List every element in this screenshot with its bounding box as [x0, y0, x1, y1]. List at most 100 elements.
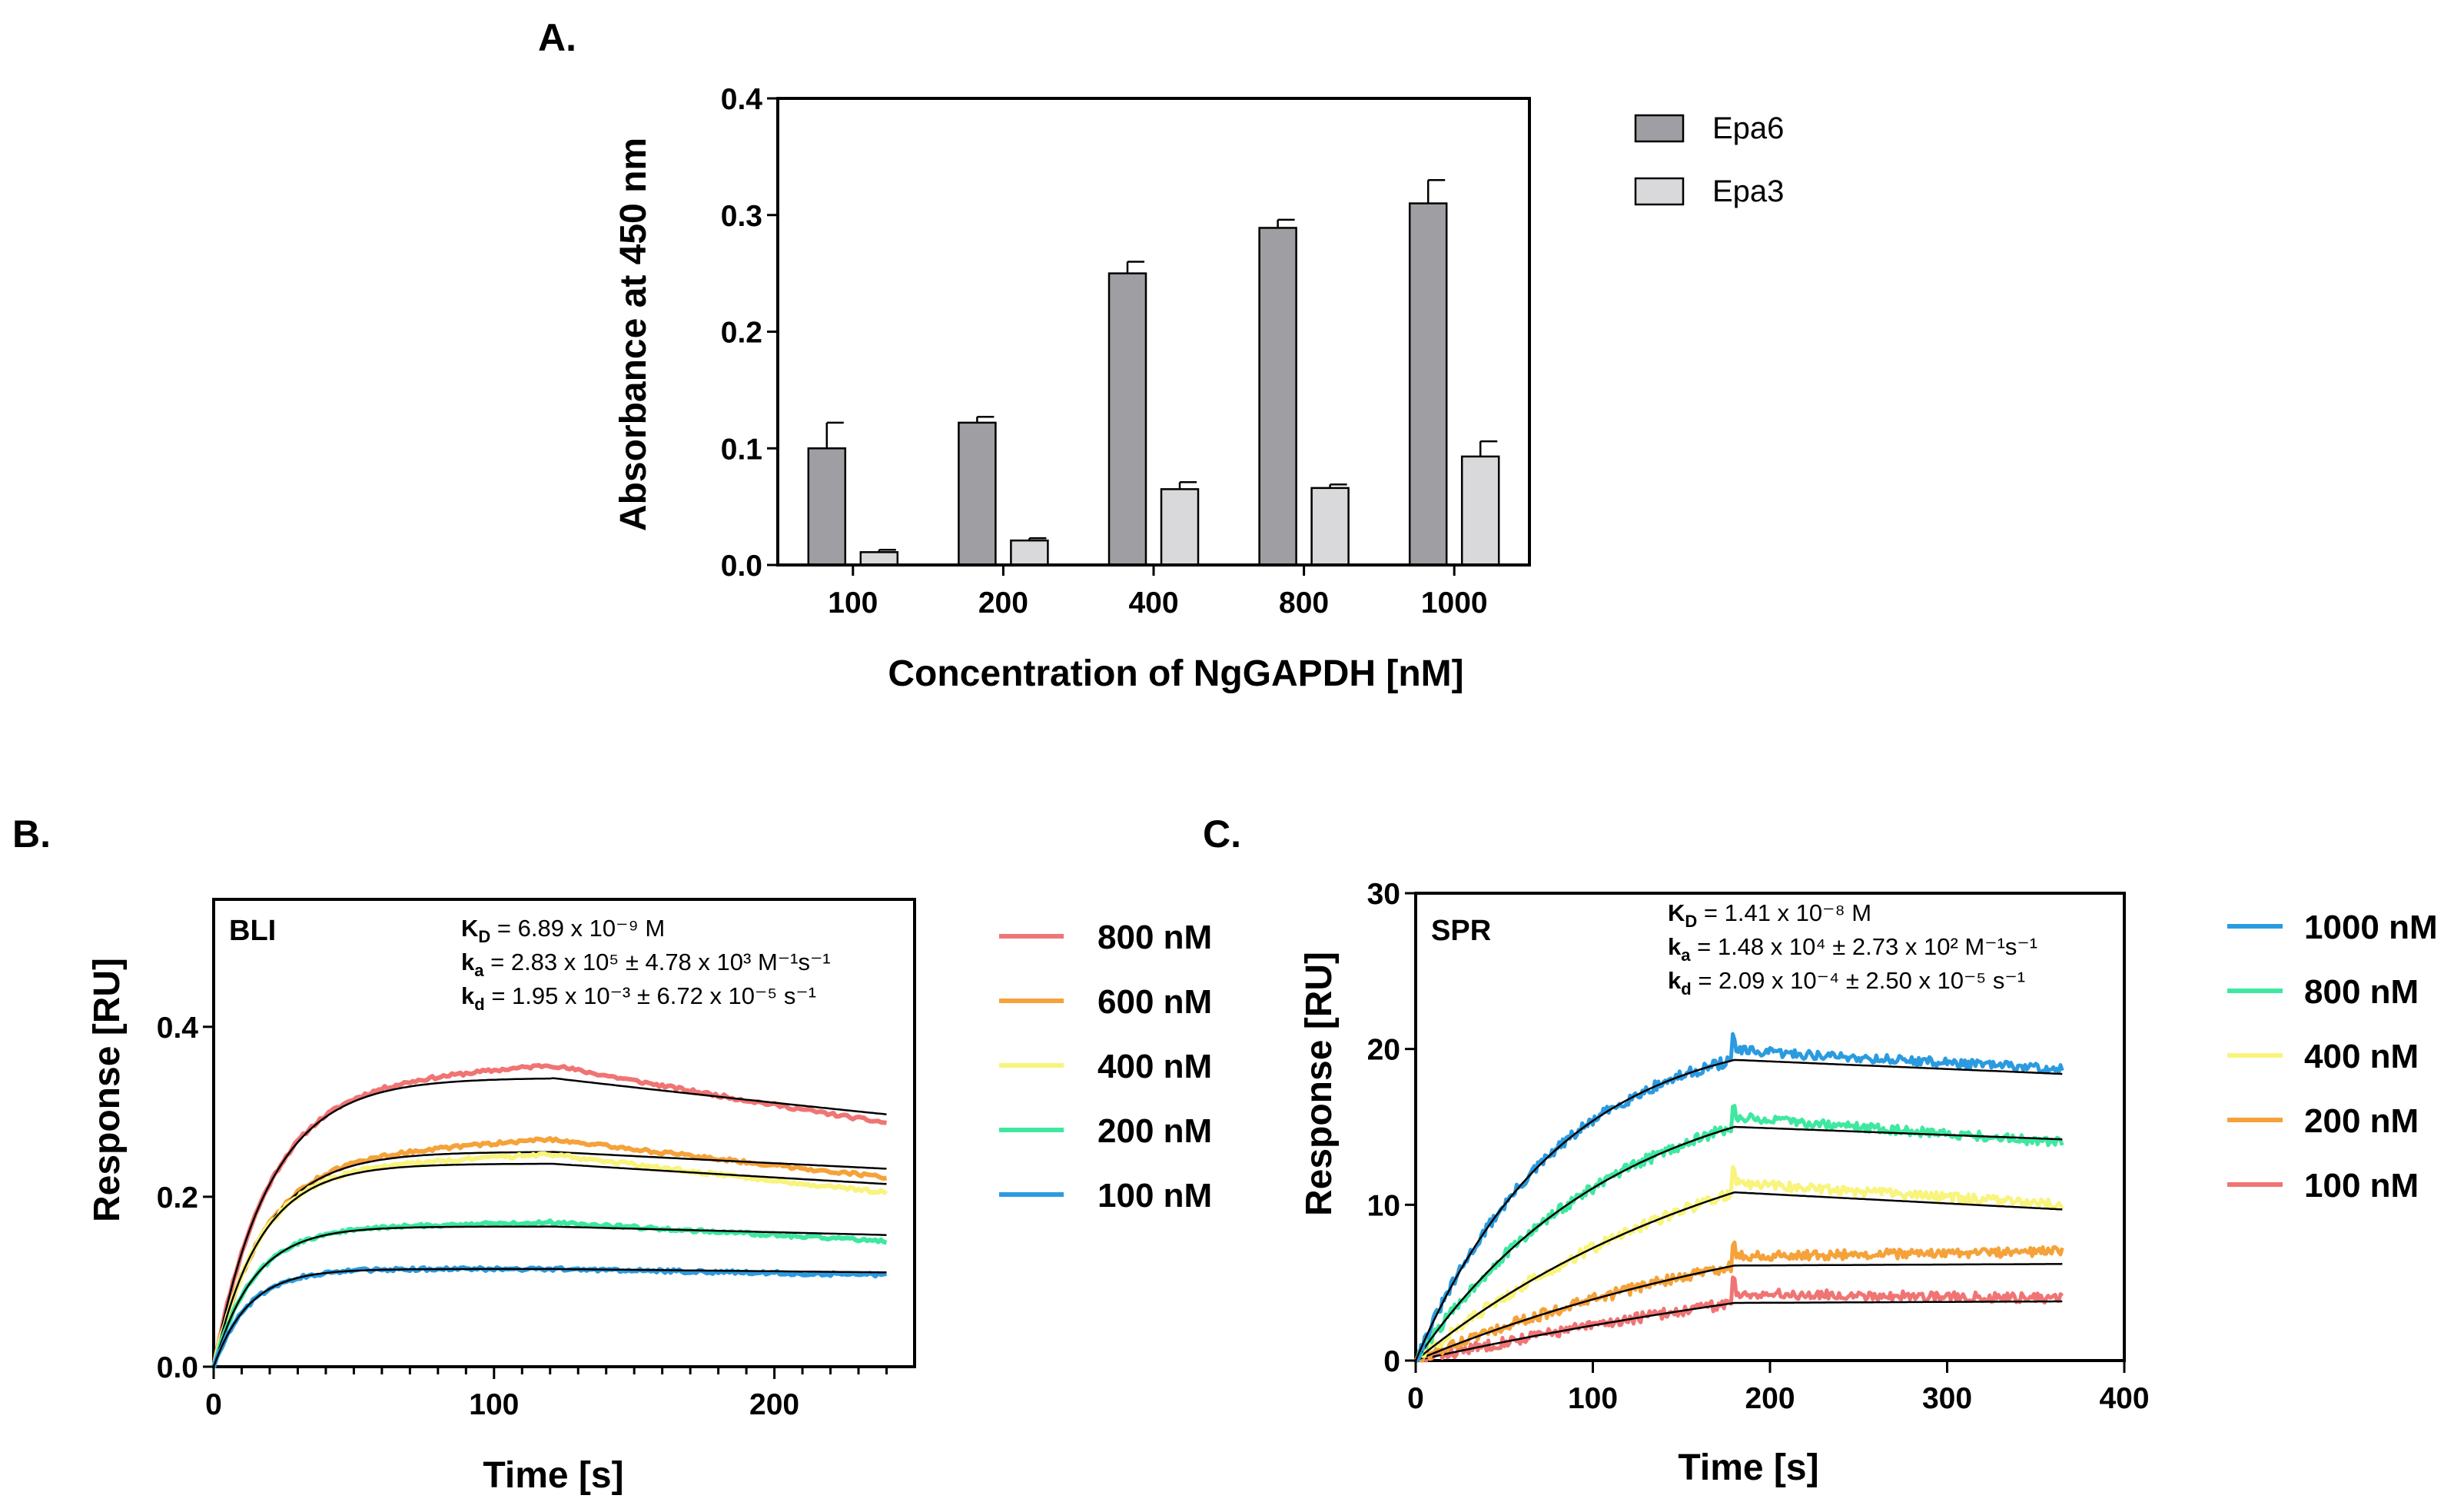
- legend-label-400-nm: 400 nM: [1098, 1048, 1212, 1085]
- panel-a-xlabel: Concentration of NgGAPDH [nM]: [888, 653, 1463, 694]
- legend-label-1000-nm: 1000 nM: [2304, 909, 2438, 946]
- fit-curve-1000-nm: [1414, 1058, 2063, 1361]
- panel-b-ylabel: Response [RU]: [87, 958, 128, 1222]
- y-tick-label: 0.0: [721, 550, 762, 583]
- x-tick-label: 400: [2099, 1382, 2149, 1415]
- legend-swatch-epa6: [1634, 114, 1685, 143]
- fit-curve-800-nm: [1414, 1125, 2063, 1361]
- panel-a-axes: 100 200 400 800 1000 0.0 0.1 0.2 0.3 0.4: [721, 83, 1531, 620]
- x-tick-label-1000: 1000: [1421, 587, 1488, 620]
- x-tick-label: 200: [1745, 1382, 1795, 1415]
- y-tick-label: 0.3: [721, 200, 762, 233]
- panel-c-method-label: SPR: [1431, 915, 1491, 947]
- legend-label-400-nm: 400 nM: [2304, 1038, 2419, 1075]
- bar-epa3-100: [859, 551, 899, 567]
- x-tick-label: 200: [749, 1388, 799, 1421]
- x-tick-label-800: 800: [1279, 587, 1329, 620]
- fit-curve-100-nm: [212, 1268, 887, 1367]
- data-curve-400-nm: [211, 1151, 888, 1368]
- y-tick-label: 10: [1367, 1189, 1400, 1222]
- y-tick-label: 20: [1367, 1034, 1400, 1067]
- x-tick-label: 0: [205, 1388, 222, 1421]
- legend-label-epa3: Epa3: [1712, 174, 1784, 208]
- data-curve-200-nm: [211, 1218, 888, 1368]
- panel-c-kinetic-params: KD = 1.41 x 10⁻⁸ Mka = 1.48 x 10⁴ ± 2.73…: [1668, 899, 2037, 999]
- legend-label-600-nm: 600 nM: [1098, 983, 1212, 1021]
- param-symbol: k: [461, 982, 475, 1009]
- panel-c-plot: 0 100 200 300 400 0 10 20 30: [1367, 878, 2150, 1415]
- param-subscript: D: [1685, 912, 1697, 931]
- legend-label-800-nm: 800 nM: [1098, 919, 1212, 956]
- bar-epa3-1000: [1460, 455, 1500, 567]
- y-tick-label: 30: [1367, 878, 1400, 911]
- y-tick-label: 0.4: [157, 1012, 199, 1045]
- param-value: = 1.41 x 10⁻⁸ M: [1697, 899, 1871, 926]
- bar-epa6-200: [958, 421, 997, 567]
- kinetic-param-kD: KD = 6.89 x 10⁻⁹ M: [461, 915, 665, 946]
- data-curve-800-nm: [211, 1062, 887, 1368]
- data-curve-1000-nm: [1415, 1032, 2064, 1363]
- panel-b-kinetic-params: KD = 6.89 x 10⁻⁹ Mka = 2.83 x 10⁵ ± 4.78…: [461, 915, 831, 1014]
- panel-a: A. 100 200 400 800 1000 0.0 0.1 0.2 0.3 0.4 Absor…: [538, 16, 1784, 694]
- bar-epa3-800: [1310, 487, 1350, 567]
- bar-epa3-400: [1160, 488, 1200, 567]
- kinetic-param-kD: KD = 1.41 x 10⁻⁸ M: [1668, 899, 1871, 931]
- panel-b: B. 0 100 200 0.0 0.2 0.4 BLI KD = 6.89 x 10⁻⁹…: [12, 812, 1212, 1496]
- param-value: = 2.09 x 10⁻⁴ ± 2.50 x 10⁻⁵ s⁻¹: [1692, 967, 2025, 994]
- param-subscript: D: [478, 927, 490, 946]
- panel-b-method-label: BLI: [229, 915, 276, 947]
- x-tick-label: 300: [1922, 1382, 1972, 1415]
- fit-curve-800-nm: [212, 1077, 887, 1367]
- legend-swatch-epa3: [1634, 177, 1685, 206]
- y-tick-label: 0.0: [157, 1351, 198, 1384]
- x-tick-label: 0: [1407, 1382, 1424, 1415]
- param-symbol: K: [461, 915, 479, 942]
- panel-b-letter: B.: [12, 812, 51, 856]
- param-subscript: a: [474, 961, 484, 980]
- panel-b-legend: 800 nM 600 nM 400 nM 200 nM 100 nM: [999, 919, 1212, 1215]
- bar-epa6-1000: [1408, 202, 1448, 567]
- data-curve-600-nm: [211, 1135, 888, 1368]
- panel-c-letter: C.: [1203, 812, 1241, 856]
- x-tick-label-400: 400: [1128, 587, 1178, 620]
- panel-c-xlabel: Time [s]: [1678, 1447, 1818, 1488]
- kinetic-param-kd: kd = 2.09 x 10⁻⁴ ± 2.50 x 10⁻⁵ s⁻¹: [1668, 967, 2025, 999]
- data-curve-200-nm: [1414, 1240, 2064, 1363]
- x-tick-label-100: 100: [828, 587, 878, 620]
- fit-curve-400-nm: [212, 1162, 887, 1367]
- panel-c-ylabel: Response [RU]: [1299, 952, 1340, 1216]
- kinetic-param-ka: ka = 1.48 x 10⁴ ± 2.73 x 10² M⁻¹s⁻¹: [1668, 933, 2037, 965]
- panel-a-letter: A.: [538, 16, 576, 59]
- x-tick-label: 100: [469, 1388, 519, 1421]
- plot-frame: [212, 898, 916, 1368]
- legend-label-100-nm: 100 nM: [2304, 1167, 2419, 1205]
- panel-c: C. 0 100 200 300 400 0 10 20 30 SPR KD = 1.41 x …: [1203, 812, 2438, 1488]
- param-value: = 6.89 x 10⁻⁹ M: [490, 915, 665, 942]
- bar-epa6-800: [1258, 227, 1297, 567]
- param-subscript: d: [474, 995, 484, 1014]
- legend-label-epa6: Epa6: [1712, 111, 1784, 145]
- param-symbol: k: [1668, 933, 1682, 960]
- param-subscript: d: [1681, 979, 1691, 999]
- kinetic-param-ka: ka = 2.83 x 10⁵ ± 4.78 x 10³ M⁻¹s⁻¹: [461, 949, 831, 980]
- x-tick-label: 100: [1568, 1382, 1618, 1415]
- y-tick-label: 0.4: [721, 83, 763, 116]
- bar-epa3-200: [1010, 539, 1049, 567]
- data-curve-100-nm: [1413, 1275, 2064, 1363]
- panel-b-plot: 0 100 200 0.0 0.2 0.4: [157, 898, 916, 1421]
- legend-label-800-nm: 800 nM: [2304, 973, 2419, 1011]
- legend-label-200-nm: 200 nM: [1098, 1112, 1212, 1150]
- fit-curve-100-nm: [1415, 1300, 2063, 1362]
- bar-epa6-400: [1107, 272, 1147, 567]
- fit-curve-400-nm: [1415, 1191, 2063, 1361]
- data-curve-100-nm: [211, 1264, 887, 1368]
- param-symbol: k: [461, 949, 475, 975]
- y-tick-label: 0.2: [157, 1181, 198, 1215]
- legend-label-100-nm: 100 nM: [1098, 1177, 1212, 1215]
- panel-a-ylabel: Absorbance at 450 nm: [613, 138, 654, 531]
- y-tick-label: 0.2: [721, 317, 762, 350]
- param-symbol: K: [1668, 899, 1685, 926]
- panel-a-legend: Epa6 Epa3: [1634, 111, 1784, 208]
- param-subscript: a: [1681, 945, 1691, 965]
